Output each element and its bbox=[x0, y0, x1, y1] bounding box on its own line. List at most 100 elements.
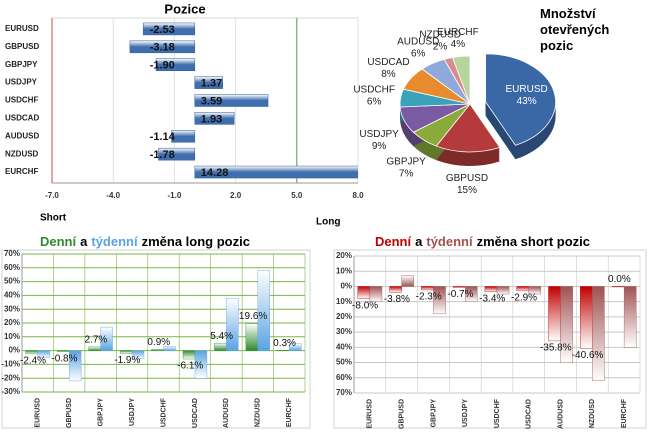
bar bbox=[151, 349, 164, 351]
value-label: -3.8% bbox=[384, 294, 410, 305]
value-label: -1.90 bbox=[150, 60, 175, 72]
bar bbox=[142, 22, 196, 36]
slice-name: AUDUSD bbox=[397, 37, 439, 48]
bar bbox=[277, 349, 290, 351]
x-tick-label: EURUSD bbox=[367, 399, 374, 429]
value-label: -2.9% bbox=[511, 292, 537, 303]
category-label: GBPUSD bbox=[5, 42, 39, 51]
x-tick-label: GBPUSD bbox=[399, 399, 406, 429]
bar bbox=[484, 286, 498, 292]
long-label: Long bbox=[316, 217, 340, 228]
bar bbox=[623, 286, 637, 348]
bar bbox=[528, 286, 542, 295]
value-label: -2.53 bbox=[150, 24, 175, 36]
title-part: Denní bbox=[40, 234, 77, 249]
category-label: NZDUSD bbox=[5, 149, 39, 158]
y-tick-label: -30% bbox=[1, 387, 20, 396]
bar bbox=[548, 286, 561, 342]
bar bbox=[257, 270, 270, 351]
title-part: týdenní bbox=[91, 234, 138, 249]
bar bbox=[131, 350, 145, 360]
value-label: -6.1% bbox=[177, 361, 203, 372]
category-label: AUDUSD bbox=[5, 131, 39, 140]
value-label: -35.8% bbox=[540, 343, 572, 354]
x-tick-label: GBPJPY bbox=[430, 399, 437, 428]
bar bbox=[580, 286, 593, 349]
chart-frame bbox=[333, 249, 647, 429]
x-tick-label: USDCAD bbox=[192, 398, 199, 428]
x-tick-label: USDJPY bbox=[129, 398, 136, 426]
value-label: 1.93 bbox=[201, 113, 222, 125]
slice-name: USDCAD bbox=[367, 57, 409, 68]
x-tick-label: NZDUSD bbox=[589, 399, 596, 428]
value-label: 0.3% bbox=[273, 338, 296, 349]
value-label: -0.8% bbox=[51, 353, 77, 364]
bar bbox=[194, 76, 223, 89]
y-tick-label: 10% bbox=[336, 297, 352, 306]
bar bbox=[194, 165, 358, 179]
chart-title: Pozice bbox=[164, 1, 205, 16]
slice-name: EURUSD bbox=[505, 84, 547, 95]
title-part: týdenní bbox=[426, 234, 473, 249]
bar bbox=[88, 346, 101, 351]
slice bbox=[435, 103, 501, 153]
y-tick-label: 20% bbox=[4, 318, 20, 327]
value-label: 1.37 bbox=[201, 78, 222, 90]
x-tick-label: USDCHF bbox=[494, 398, 501, 428]
category-label: USDCHF bbox=[5, 96, 38, 105]
bar bbox=[560, 286, 573, 363]
bar bbox=[25, 350, 38, 355]
value-label: 3.59 bbox=[201, 95, 222, 107]
y-tick-label: 60% bbox=[4, 263, 20, 272]
bar bbox=[592, 286, 605, 382]
value-label: 19.6% bbox=[239, 311, 267, 322]
y-tick-label: 30% bbox=[336, 327, 352, 336]
value-label: -2.4% bbox=[20, 356, 46, 367]
category-label: EURUSD bbox=[5, 24, 39, 33]
y-tick-label: 10% bbox=[4, 332, 20, 341]
slice-value: 8% bbox=[381, 69, 396, 80]
bar bbox=[155, 58, 196, 71]
chart-title: Denní a týdenní změna long pozic bbox=[40, 234, 250, 249]
category-label: EURCHF bbox=[5, 167, 38, 176]
chart-frame bbox=[1, 249, 311, 429]
slice-name: GBPJPY bbox=[386, 156, 426, 167]
slice-value: 6% bbox=[411, 49, 426, 60]
y-tick-label: 70% bbox=[4, 249, 20, 258]
x-tick-label: GBPUSD bbox=[66, 398, 73, 428]
bar bbox=[68, 350, 82, 382]
slice-name: USDJPY bbox=[359, 129, 399, 140]
pie-title: Množství otevřených pozic bbox=[540, 6, 610, 53]
slice-value: 15% bbox=[457, 185, 477, 196]
value-label: 2.7% bbox=[84, 335, 107, 346]
slice bbox=[452, 55, 471, 105]
value-label: -8.0% bbox=[352, 300, 378, 311]
slice-name: USDCHF bbox=[353, 84, 395, 95]
bar bbox=[158, 147, 196, 161]
bar bbox=[194, 112, 235, 125]
bar bbox=[129, 40, 196, 54]
value-label: -0.7% bbox=[447, 289, 473, 300]
value-label: -40.6% bbox=[572, 350, 604, 361]
bar bbox=[452, 286, 466, 288]
y-tick-label: 0% bbox=[340, 282, 352, 291]
value-label: -1.14 bbox=[150, 131, 176, 143]
value-label: 0.9% bbox=[147, 337, 170, 348]
y-tick-label: 70% bbox=[336, 388, 352, 397]
bar bbox=[57, 350, 70, 352]
slice-value: 43% bbox=[517, 96, 537, 107]
value-label: -3.18 bbox=[150, 42, 175, 54]
bar bbox=[171, 130, 196, 143]
y-tick-label: 60% bbox=[336, 373, 352, 382]
title-part: a bbox=[415, 234, 423, 249]
x-tick-label: -7.0 bbox=[45, 191, 59, 200]
x-tick-label: GBPJPY bbox=[97, 398, 104, 427]
x-tick-label: 2.0 bbox=[230, 191, 242, 200]
bar bbox=[389, 286, 402, 293]
x-tick-label: -4.0 bbox=[106, 191, 120, 200]
category-label: USDJPY bbox=[5, 78, 38, 87]
x-tick-label: 8.0 bbox=[352, 191, 364, 200]
x-tick-label: EURCHF bbox=[286, 397, 293, 427]
